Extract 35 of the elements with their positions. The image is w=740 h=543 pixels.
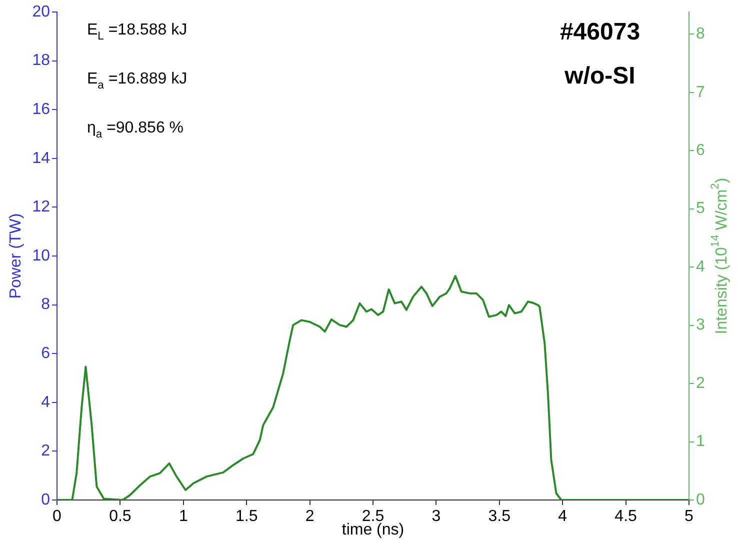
annotation: w/o-SI (564, 62, 636, 90)
y2-tick-label: 5 (696, 200, 705, 218)
y-axis-title: Power (TW) (7, 213, 24, 299)
y2-tick-label: 1 (696, 433, 705, 450)
y-tick-label: 4 (41, 394, 50, 411)
x-tick-label: 0 (52, 508, 62, 526)
x-tick-label: 1.5 (235, 508, 258, 526)
x-tick-label: 3 (432, 508, 441, 526)
y-tick-label: 16 (32, 101, 50, 118)
x-tick-label: 5 (684, 508, 694, 526)
y2-tick-label: 0 (696, 491, 705, 508)
y-tick-label: 12 (32, 198, 50, 216)
y2-tick-label: 7 (696, 84, 705, 101)
y-tick-label: 14 (32, 150, 50, 167)
x-tick-label: 4.5 (614, 508, 638, 526)
y2-tick-label: 3 (696, 316, 705, 334)
x-tick-label: 2 (305, 508, 314, 526)
y2-tick-label: 6 (696, 142, 705, 160)
x-tick-label: 3.5 (488, 508, 511, 526)
y2-axis-title: Intensity (1014 W/cm2) (710, 178, 730, 334)
y-tick-label: 20 (32, 3, 50, 20)
y2-tick-label: 2 (696, 374, 705, 392)
y2-tick-label: 4 (696, 258, 705, 276)
x-tick-label: 4 (558, 508, 568, 526)
annotation: #46073 (560, 18, 640, 46)
y-tick-label: 10 (32, 247, 50, 264)
y-tick-label: 0 (41, 491, 50, 508)
y-tick-label: 6 (41, 345, 50, 362)
x-axis-title: time (ns) (342, 521, 404, 538)
x-tick-label: 1 (178, 508, 188, 526)
y-tick-label: 2 (41, 442, 50, 460)
y2-tick-label: 8 (696, 26, 705, 43)
y-tick-label: 8 (41, 296, 50, 314)
x-tick-label: 0.5 (109, 508, 132, 526)
y-tick-label: 18 (32, 52, 50, 70)
